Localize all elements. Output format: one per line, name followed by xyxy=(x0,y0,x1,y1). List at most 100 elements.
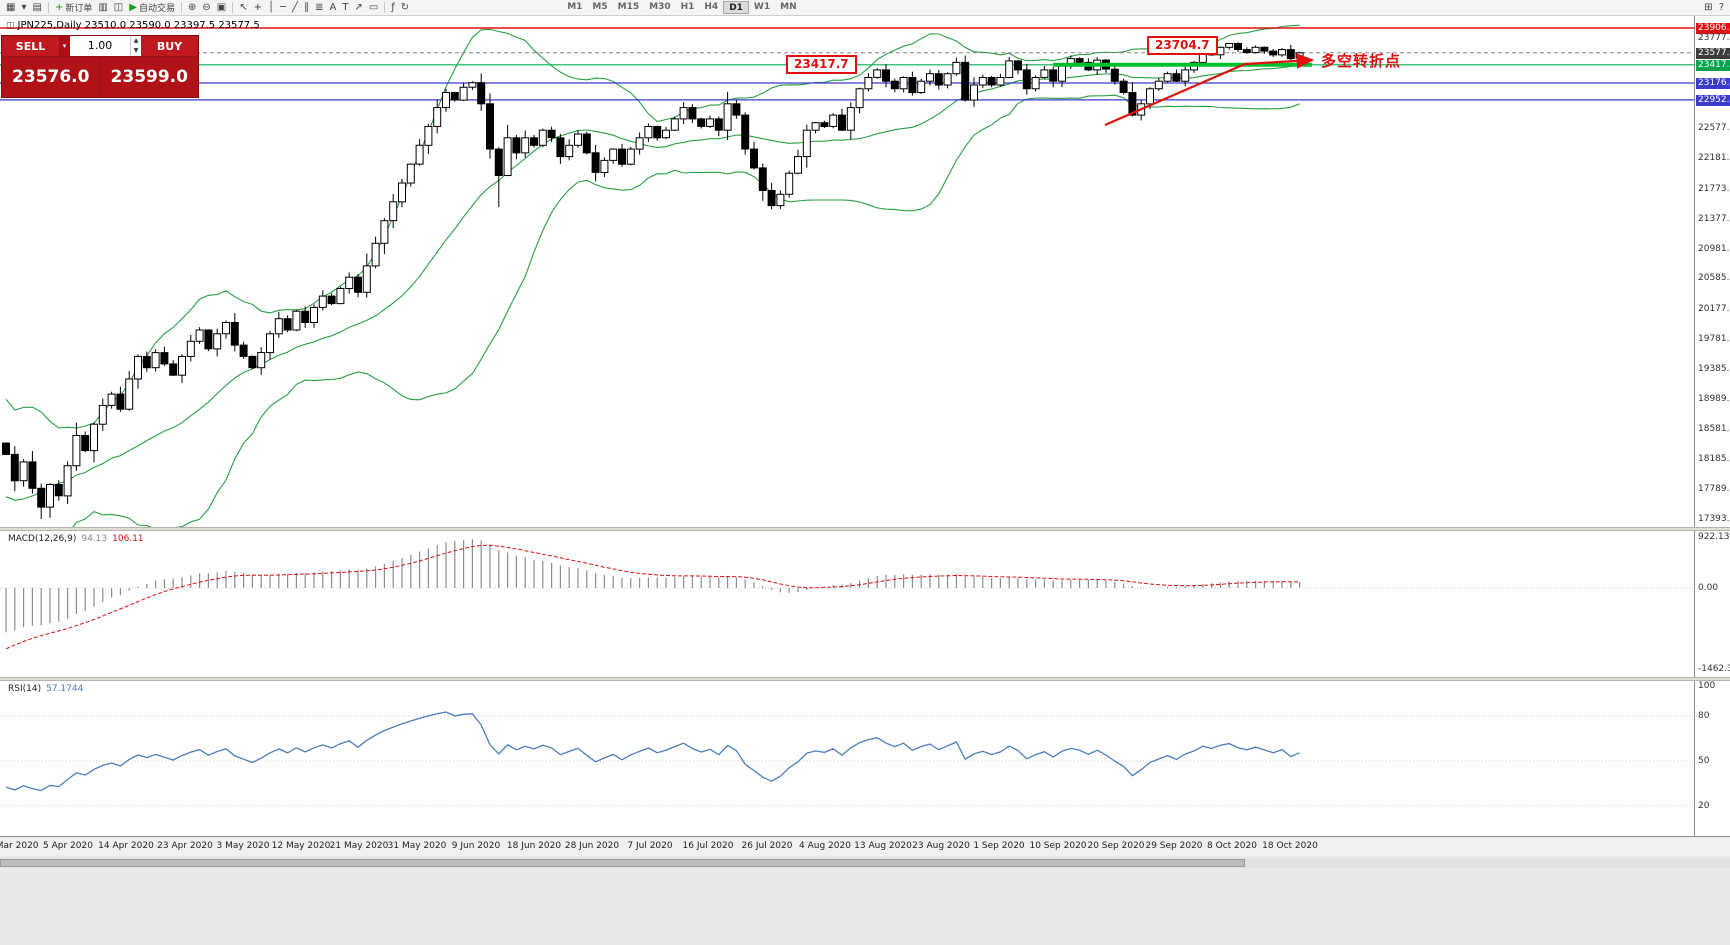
buy-price[interactable]: 23599.0 xyxy=(110,67,188,87)
one-click-trading-panel: SELL ▾ 1.00 ▲ ▼ BUY 23576.0 23599.0 xyxy=(1,35,199,98)
vertical-line-button[interactable]: │ xyxy=(265,1,277,15)
rsi-axis-label: 80 xyxy=(1698,711,1710,721)
turning-point-note[interactable]: 多空转折点 xyxy=(1321,52,1402,70)
volume-up-icon[interactable]: ▲ xyxy=(133,37,139,44)
indicators-button[interactable]: ƒ xyxy=(388,1,398,15)
price-chart-canvas[interactable] xyxy=(0,16,1694,527)
price-annotation-box-23704[interactable]: 23704.7 xyxy=(1147,36,1218,55)
volume-down-icon[interactable]: ▼ xyxy=(133,47,139,54)
timeframe-h4-button[interactable]: H4 xyxy=(704,2,719,12)
window-layout-icon: ⊞ xyxy=(1704,1,1713,13)
toolbar-separator xyxy=(180,2,182,13)
window-layout-button[interactable]: ⊞ xyxy=(1701,1,1715,15)
timeframe-m1-button[interactable]: M1 xyxy=(567,2,583,12)
timeframe-m30-button[interactable]: M30 xyxy=(649,2,671,12)
price-axis-label: 20585.0 xyxy=(1698,273,1730,283)
tile-windows-button[interactable]: ▣ xyxy=(214,1,229,15)
time-axis-label: 4 Aug 2020 xyxy=(799,841,851,851)
scrollbar-thumb[interactable] xyxy=(0,859,1245,867)
shapes-button[interactable]: ▭ xyxy=(366,1,381,15)
chart-dropdown-button[interactable]: ▾ xyxy=(18,1,29,15)
time-axis-label: 5 Apr 2020 xyxy=(43,841,93,851)
toolbar-separator xyxy=(232,2,234,13)
timeframe-w1-button[interactable]: W1 xyxy=(753,2,771,12)
shapes-icon: ▭ xyxy=(368,1,379,13)
zoom-in-button[interactable]: ⊕ xyxy=(185,1,199,15)
price-annotation-box-23417[interactable]: 23417.7 xyxy=(786,55,857,74)
autotrade-button[interactable]: ▶ 自动交易 xyxy=(126,1,178,15)
timeframe-m5-button[interactable]: M5 xyxy=(592,2,608,12)
panel-splitter[interactable] xyxy=(0,677,1730,681)
new-chart-icon: ▦ xyxy=(6,1,16,13)
timeframe-m15-button[interactable]: M15 xyxy=(617,2,640,12)
time-axis-label: 31 May 2020 xyxy=(387,841,447,851)
bollinger-middle-band xyxy=(5,63,1300,501)
label-button[interactable]: T xyxy=(339,1,351,15)
macd-panel-canvas[interactable] xyxy=(0,531,1694,677)
horizontal-scrollbar[interactable] xyxy=(0,858,1730,868)
charts-grid-button[interactable]: ▥ xyxy=(95,1,110,15)
chart-background xyxy=(0,16,1694,836)
navigator-icon: ◫ xyxy=(113,1,124,13)
price-axis-label: 18989.0 xyxy=(1698,394,1730,404)
price-axis-label: 23417.7 xyxy=(1696,60,1730,71)
time-axis-label: 13 Aug 2020 xyxy=(854,841,912,851)
buy-button[interactable]: BUY xyxy=(141,36,198,56)
toolbar-separator xyxy=(384,2,386,13)
autotrade-icon: ▶ xyxy=(129,1,137,13)
text-button[interactable]: A xyxy=(326,1,339,15)
rsi-panel-canvas[interactable] xyxy=(0,681,1694,836)
sell-dropdown-caret-icon[interactable]: ▾ xyxy=(59,36,70,56)
macd-signal-line xyxy=(5,544,1300,650)
volume-value[interactable]: 1.00 xyxy=(87,39,113,52)
vertical-line-icon: │ xyxy=(267,1,275,13)
uptrend-red-arrow[interactable] xyxy=(1104,53,1315,127)
time-axis-label: 10 Sep 2020 xyxy=(1029,841,1087,851)
chart-dropdown-icon: ▾ xyxy=(21,1,27,13)
timeframe-d1-button[interactable]: D1 xyxy=(723,1,749,14)
chart-icon: ◫ xyxy=(6,21,15,31)
horizontal-line-button[interactable]: ─ xyxy=(277,1,289,15)
autotrade-button-label: 自动交易 xyxy=(138,4,175,14)
arrow-button[interactable]: ↗ xyxy=(351,1,365,15)
crosshair-button[interactable]: + xyxy=(251,1,265,15)
volume-field: 1.00 ▲ ▼ xyxy=(70,36,141,56)
bollinger-lower-band xyxy=(72,94,1300,527)
horizontal-line-icon: ─ xyxy=(280,1,287,13)
timeframe-mn-button[interactable]: MN xyxy=(780,2,797,12)
refresh-button[interactable]: ↻ xyxy=(398,1,412,15)
navigator-button[interactable]: ◫ xyxy=(111,1,126,15)
profiles-button[interactable]: ▤ xyxy=(29,1,44,15)
chart-ohlc-values: 23510.0 23590.0 23397.5 23577.5 xyxy=(84,20,260,31)
time-axis-label: 3 May 2020 xyxy=(216,841,270,851)
macd-axis-label: 0.00 xyxy=(1698,583,1719,593)
time-axis-label: 1 Sep 2020 xyxy=(973,841,1025,851)
sell-price[interactable]: 23576.0 xyxy=(2,57,101,97)
cursor-button[interactable]: ↖ xyxy=(236,1,250,15)
rsi-line xyxy=(5,711,1300,792)
panel-splitter[interactable] xyxy=(0,527,1730,531)
time-axis-label: 20 Sep 2020 xyxy=(1087,841,1145,851)
price-axis[interactable]: 23906.023777.0 23577.523417.7 23176.7 22952… xyxy=(1694,16,1730,836)
crosshair-icon: + xyxy=(253,1,262,13)
new-chart-button[interactable]: ▦ xyxy=(3,1,18,15)
sell-button[interactable]: SELL xyxy=(2,36,59,56)
help-button[interactable]: ? xyxy=(1716,1,1727,15)
timeframe-h1-button[interactable]: H1 xyxy=(680,2,695,12)
cursor-icon: ↖ xyxy=(239,1,248,13)
fibonacci-button[interactable]: ≣ xyxy=(312,1,326,15)
time-axis-label: 23 Apr 2020 xyxy=(157,841,213,851)
trendline-button[interactable]: ╱ xyxy=(289,1,301,15)
price-axis-label: 21773.0 xyxy=(1698,184,1730,194)
rsi-axis-label: 20 xyxy=(1698,801,1710,811)
channel-button[interactable]: ∥ xyxy=(301,1,312,15)
toolbar: ▦ ▾ ▤ + 新订单 ▥ ◫ ▶ 自动交易 ⊕ ⊖ ▣ ↖ + │ ─ ╱ ∥ ≣ A T ↗ ▭ ƒ ↻ M1 M5 M15 M30… xyxy=(0,0,1730,16)
chart-symbol-period: JPN225,Daily xyxy=(17,20,82,31)
zoom-in-icon: ⊕ xyxy=(187,1,197,13)
new-order-button[interactable]: + 新订单 xyxy=(52,1,95,15)
zoom-out-button[interactable]: ⊖ xyxy=(199,1,213,15)
time-axis-label: 16 Jul 2020 xyxy=(682,841,734,851)
time-axis-label: 23 Aug 2020 xyxy=(912,841,970,851)
price-axis-label: 21377.0 xyxy=(1698,214,1730,224)
